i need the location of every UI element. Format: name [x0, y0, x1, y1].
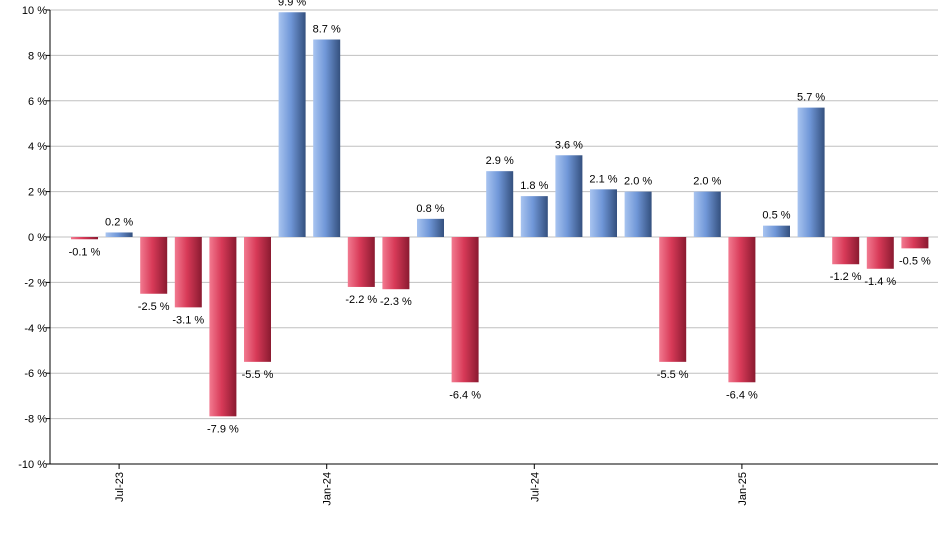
bar: [590, 189, 617, 237]
data-label: -1.2 %: [830, 271, 862, 283]
bar: [140, 237, 168, 294]
data-label: -2.3 %: [380, 296, 412, 308]
data-label: 2.9 %: [486, 155, 514, 167]
bar: [174, 237, 202, 308]
data-label: 0.2 %: [105, 216, 133, 228]
bar: [624, 191, 652, 237]
bar: [555, 155, 583, 237]
y-tick-label: 8 %: [28, 50, 47, 62]
bar: [209, 237, 237, 417]
bar: [901, 237, 929, 249]
bar: [417, 218, 444, 237]
bar: [486, 171, 514, 237]
bar: [520, 196, 548, 237]
data-label: -2.2 %: [345, 294, 377, 306]
x-tick-labels: Jul-23 Jan-24 Jul-24 Jan-25: [114, 472, 749, 506]
data-label: -3.1 %: [172, 314, 204, 326]
y-tick-label: 0 %: [28, 232, 47, 244]
data-label: -1.4 %: [864, 276, 896, 288]
bar: [866, 237, 894, 269]
bar: [244, 237, 271, 362]
bar: [659, 237, 687, 362]
data-label: 2.0 %: [693, 176, 721, 188]
data-label: 2.0 %: [624, 176, 652, 188]
y-tick-label: -6 %: [24, 368, 47, 380]
data-labels: -0.1 % 0.2 % -2.5 %-3.1 % -7.9 % -5.5 % 9.9 %…: [69, 0, 931, 435]
y-tick-label: 4 %: [28, 141, 47, 153]
data-label: 0.8 %: [416, 203, 444, 215]
x-tick-label: Jan-24: [322, 472, 334, 506]
bar: [693, 191, 721, 237]
data-label: 2.1 %: [589, 173, 617, 185]
y-tick-labels: -10 % -8 % -6 % -4 % -2 % 0 % 2 % 4 % 6 % 8 % 10 %: [18, 5, 47, 471]
bar: [347, 237, 375, 287]
bar: [71, 237, 98, 240]
bar: [105, 232, 133, 237]
data-label: 3.6 %: [555, 139, 583, 151]
y-tick-label: 6 %: [28, 96, 47, 108]
y-tick-label: 2 %: [28, 187, 47, 199]
data-label: 1.8 %: [520, 180, 548, 192]
data-label: -0.5 %: [899, 255, 931, 267]
data-label: -7.9 %: [207, 423, 239, 435]
bar: [278, 12, 306, 237]
bars: [71, 12, 929, 417]
data-label: -6.4 %: [449, 389, 481, 401]
data-label: -0.1 %: [69, 246, 101, 258]
data-label: -5.5 %: [242, 369, 274, 381]
y-tick-label: 10 %: [22, 5, 47, 17]
data-label: 5.7 %: [797, 92, 825, 104]
data-label: 0.5 %: [762, 210, 790, 222]
bar: [797, 107, 825, 237]
x-tick-label: Jul-23: [114, 472, 126, 502]
bar: [313, 39, 341, 238]
bar: [451, 237, 479, 383]
axes: [46, 9, 938, 469]
x-tick-label: Jan-25: [737, 472, 749, 506]
bar: [382, 237, 410, 290]
y-tick-label: -2 %: [24, 277, 47, 289]
bar: [728, 237, 756, 383]
y-tick-label: -8 %: [24, 414, 47, 426]
data-label: -6.4 %: [726, 389, 758, 401]
data-label: 9.9 %: [278, 0, 306, 8]
data-label: 8.7 %: [313, 24, 341, 36]
y-tick-label: -10 %: [18, 459, 47, 471]
x-tick-label: Jul-24: [529, 472, 541, 502]
data-label: -5.5 %: [657, 369, 689, 381]
y-tick-label: -4 %: [24, 323, 47, 335]
data-label: -2.5 %: [138, 301, 170, 313]
bar: [832, 237, 860, 265]
bar: [763, 225, 790, 237]
